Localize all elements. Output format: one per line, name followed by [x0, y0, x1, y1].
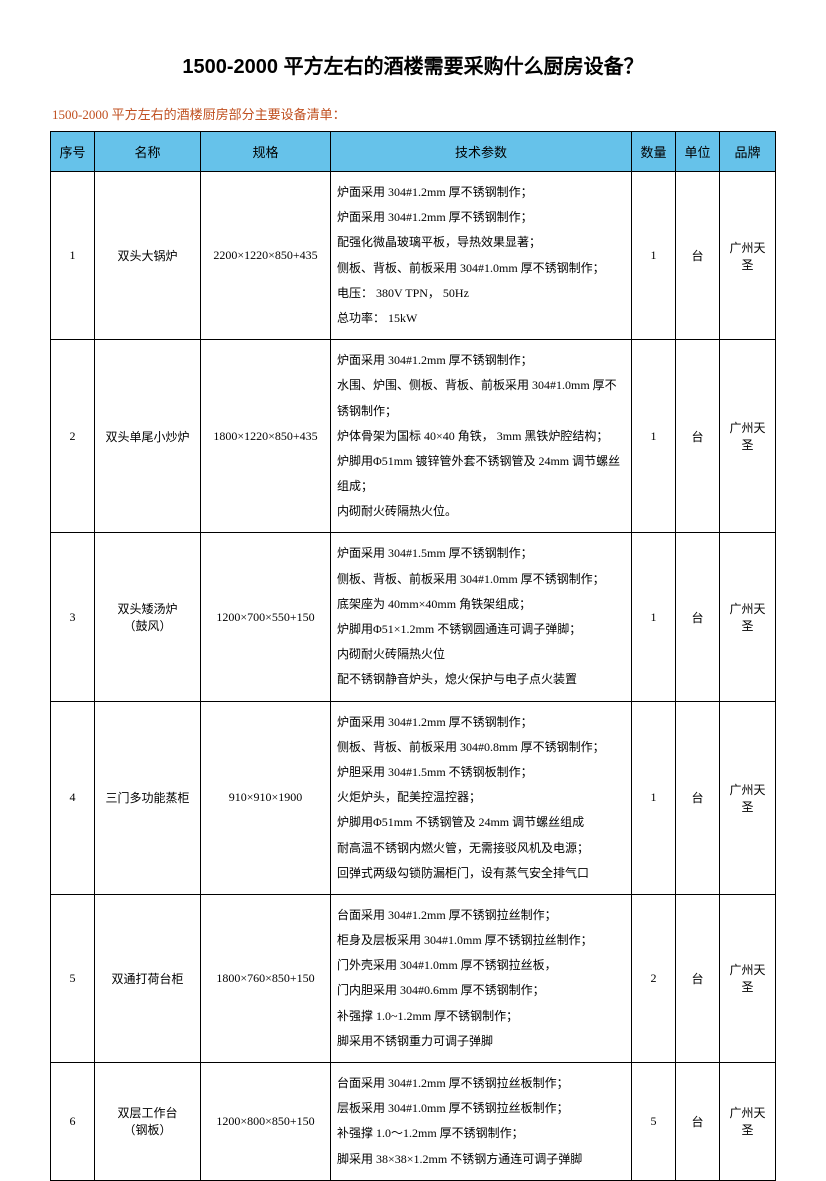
- tech-line: 台面采用 304#1.2mm 厚不锈钢拉丝板制作；: [337, 1071, 625, 1096]
- th-tech: 技术参数: [331, 132, 632, 172]
- cell-tech: 炉面采用 304#1.2mm 厚不锈钢制作；炉面采用 304#1.2mm 厚不锈…: [331, 172, 632, 340]
- tech-line: 门外壳采用 304#1.0mm 厚不锈钢拉丝板，: [337, 953, 625, 978]
- tech-line: 水围、炉围、侧板、背板、前板采用 304#1.0mm 厚不锈钢制作；: [337, 373, 625, 423]
- cell-unit: 台: [676, 340, 720, 533]
- tech-line: 炉脚用Φ51×1.2mm 不锈钢圆通连可调子弹脚；: [337, 617, 625, 642]
- tech-line: 炉面采用 304#1.2mm 厚不锈钢制作；: [337, 710, 625, 735]
- tech-line: 回弹式两级勾锁防漏柜门，设有蒸气安全排气口: [337, 861, 625, 886]
- cell-qty: 1: [632, 172, 676, 340]
- tech-line: 耐高温不锈钢内燃火管，无需接驳风机及电源；: [337, 836, 625, 861]
- cell-no: 2: [51, 340, 95, 533]
- cell-name: 双头单尾小炒炉: [95, 340, 201, 533]
- tech-line: 配不锈钢静音炉头，熄火保护与电子点火装置: [337, 667, 625, 692]
- tech-line: 层板采用 304#1.0mm 厚不锈钢拉丝板制作；: [337, 1096, 625, 1121]
- page-title: 1500-2000 平方左右的酒楼需要采购什么厨房设备？: [50, 50, 776, 79]
- cell-spec: 1200×700×550+150: [201, 533, 331, 701]
- cell-no: 4: [51, 701, 95, 894]
- tech-line: 炉体骨架为国标 40×40 角铁， 3mm 黑铁炉腔结构；: [337, 424, 625, 449]
- tech-line: 炉面采用 304#1.2mm 厚不锈钢制作；: [337, 180, 625, 205]
- cell-no: 5: [51, 894, 95, 1062]
- cell-tech: 炉面采用 304#1.5mm 厚不锈钢制作；侧板、背板、前板采用 304#1.0…: [331, 533, 632, 701]
- cell-brand: 广州天圣: [720, 1063, 776, 1181]
- cell-no: 6: [51, 1063, 95, 1181]
- tech-line: 内砌耐火砖隔热火位: [337, 642, 625, 667]
- cell-qty: 1: [632, 701, 676, 894]
- tech-line: 补强撑 1.0~1.2mm 厚不锈钢制作；: [337, 1004, 625, 1029]
- cell-tech: 台面采用 304#1.2mm 厚不锈钢拉丝制作；柜身及层板采用 304#1.0m…: [331, 894, 632, 1062]
- cell-unit: 台: [676, 701, 720, 894]
- th-unit: 单位: [676, 132, 720, 172]
- cell-brand: 广州天圣: [720, 701, 776, 894]
- table-row: 2双头单尾小炒炉1800×1220×850+435炉面采用 304#1.2mm …: [51, 340, 776, 533]
- table-row: 6双层工作台（钢板）1200×800×850+150台面采用 304#1.2mm…: [51, 1063, 776, 1181]
- tech-line: 台面采用 304#1.2mm 厚不锈钢拉丝制作；: [337, 903, 625, 928]
- cell-spec: 2200×1220×850+435: [201, 172, 331, 340]
- cell-name: 双头大锅炉: [95, 172, 201, 340]
- cell-tech: 炉面采用 304#1.2mm 厚不锈钢制作；侧板、背板、前板采用 304#0.8…: [331, 701, 632, 894]
- cell-brand: 广州天圣: [720, 340, 776, 533]
- cell-spec: 1200×800×850+150: [201, 1063, 331, 1181]
- cell-name: 三门多功能蒸柜: [95, 701, 201, 894]
- cell-name: 双层工作台（钢板）: [95, 1063, 201, 1181]
- tech-line: 炉面采用 304#1.5mm 厚不锈钢制作；: [337, 541, 625, 566]
- tech-line: 炉面采用 304#1.2mm 厚不锈钢制作；: [337, 348, 625, 373]
- tech-line: 脚采用 38×38×1.2mm 不锈钢方通连可调子弹脚: [337, 1147, 625, 1172]
- cell-spec: 910×910×1900: [201, 701, 331, 894]
- tech-line: 侧板、背板、前板采用 304#1.0mm 厚不锈钢制作；: [337, 567, 625, 592]
- tech-line: 补强撑 1.0～1.2mm 厚不锈钢制作；: [337, 1121, 625, 1146]
- tech-line: 炉胆采用 304#1.5mm 不锈钢板制作；: [337, 760, 625, 785]
- th-spec: 规格: [201, 132, 331, 172]
- cell-qty: 1: [632, 533, 676, 701]
- table-row: 4三门多功能蒸柜910×910×1900炉面采用 304#1.2mm 厚不锈钢制…: [51, 701, 776, 894]
- table-header-row: 序号 名称 规格 技术参数 数量 单位 品牌: [51, 132, 776, 172]
- cell-qty: 1: [632, 340, 676, 533]
- equipment-table: 序号 名称 规格 技术参数 数量 单位 品牌 1双头大锅炉2200×1220×8…: [50, 131, 776, 1181]
- cell-brand: 广州天圣: [720, 894, 776, 1062]
- subtitle: 1500-2000 平方左右的酒楼厨房部分主要设备清单：: [50, 104, 776, 123]
- cell-unit: 台: [676, 1063, 720, 1181]
- tech-line: 内砌耐火砖隔热火位。: [337, 499, 625, 524]
- cell-spec: 1800×760×850+150: [201, 894, 331, 1062]
- cell-tech: 台面采用 304#1.2mm 厚不锈钢拉丝板制作；层板采用 304#1.0mm …: [331, 1063, 632, 1181]
- tech-line: 底架座为 40mm×40mm 角铁架组成；: [337, 592, 625, 617]
- tech-line: 柜身及层板采用 304#1.0mm 厚不锈钢拉丝制作；: [337, 928, 625, 953]
- th-qty: 数量: [632, 132, 676, 172]
- tech-line: 侧板、背板、前板采用 304#1.0mm 厚不锈钢制作；: [337, 256, 625, 281]
- tech-line: 电压： 380V TPN， 50Hz: [337, 281, 625, 306]
- tech-line: 炉面采用 304#1.2mm 厚不锈钢制作；: [337, 205, 625, 230]
- tech-line: 炉脚用Φ51mm 不锈钢管及 24mm 调节螺丝组成: [337, 810, 625, 835]
- tech-line: 火炬炉头，配美控温控器；: [337, 785, 625, 810]
- tech-line: 脚采用不锈钢重力可调子弹脚: [337, 1029, 625, 1054]
- cell-brand: 广州天圣: [720, 172, 776, 340]
- cell-unit: 台: [676, 894, 720, 1062]
- cell-name: 双通打荷台柜: [95, 894, 201, 1062]
- cell-name: 双头矮汤炉（鼓风）: [95, 533, 201, 701]
- th-brand: 品牌: [720, 132, 776, 172]
- cell-qty: 2: [632, 894, 676, 1062]
- tech-line: 炉脚用Φ51mm 镀锌管外套不锈钢管及 24mm 调节螺丝组成；: [337, 449, 625, 499]
- th-name: 名称: [95, 132, 201, 172]
- tech-line: 配强化微晶玻璃平板，导热效果显著；: [337, 230, 625, 255]
- th-no: 序号: [51, 132, 95, 172]
- cell-unit: 台: [676, 533, 720, 701]
- table-row: 5双通打荷台柜1800×760×850+150台面采用 304#1.2mm 厚不…: [51, 894, 776, 1062]
- cell-no: 3: [51, 533, 95, 701]
- tech-line: 总功率： 15kW: [337, 306, 625, 331]
- cell-spec: 1800×1220×850+435: [201, 340, 331, 533]
- cell-brand: 广州天圣: [720, 533, 776, 701]
- table-row: 3双头矮汤炉（鼓风）1200×700×550+150炉面采用 304#1.5mm…: [51, 533, 776, 701]
- cell-unit: 台: [676, 172, 720, 340]
- cell-qty: 5: [632, 1063, 676, 1181]
- cell-tech: 炉面采用 304#1.2mm 厚不锈钢制作；水围、炉围、侧板、背板、前板采用 3…: [331, 340, 632, 533]
- tech-line: 侧板、背板、前板采用 304#0.8mm 厚不锈钢制作；: [337, 735, 625, 760]
- tech-line: 门内胆采用 304#0.6mm 厚不锈钢制作；: [337, 978, 625, 1003]
- table-row: 1双头大锅炉2200×1220×850+435炉面采用 304#1.2mm 厚不…: [51, 172, 776, 340]
- cell-no: 1: [51, 172, 95, 340]
